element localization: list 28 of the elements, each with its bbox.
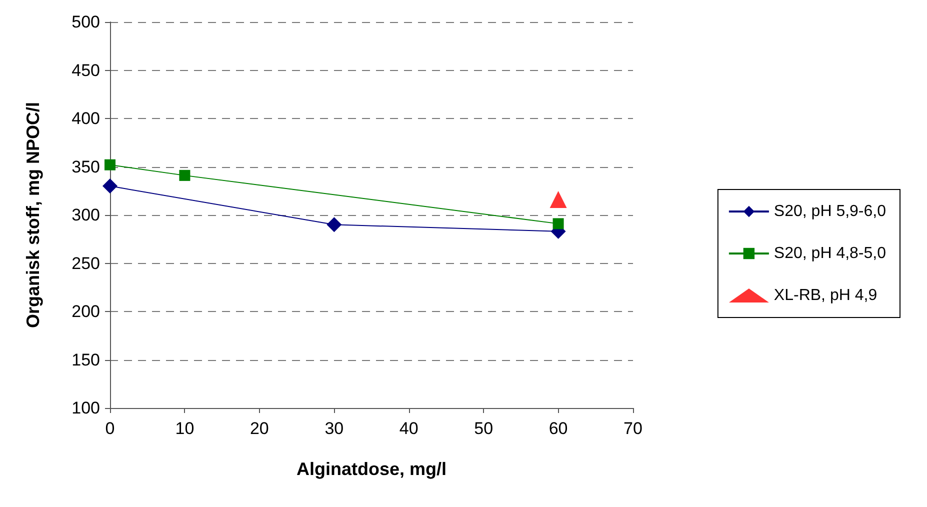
point bbox=[179, 170, 190, 181]
point bbox=[552, 218, 564, 230]
y-tick-label: 400 bbox=[72, 109, 100, 128]
y-tick-label: 150 bbox=[72, 350, 100, 370]
y-tick-label: 200 bbox=[72, 302, 100, 321]
x-tick-label: 70 bbox=[624, 419, 642, 438]
y-axis-title: Organisk stoff, mg NPOC/l bbox=[23, 102, 43, 328]
x-tick-label: 40 bbox=[399, 419, 418, 438]
x-axis-title: Alginatdose, mg/l bbox=[296, 459, 447, 479]
y-tick-label: 250 bbox=[72, 254, 100, 273]
legend-label: XL-RB, pH 4,9 bbox=[774, 287, 878, 304]
y-tick-label: 350 bbox=[72, 157, 100, 176]
y-tick-label: 100 bbox=[72, 398, 100, 418]
y-tick-label: 500 bbox=[72, 12, 100, 32]
x-tick-label: 10 bbox=[175, 419, 194, 438]
y-tick-label: 450 bbox=[72, 60, 100, 80]
x-tick-label: 60 bbox=[548, 419, 568, 438]
point bbox=[104, 159, 116, 170]
x-tick-label: 50 bbox=[474, 419, 494, 438]
y-tick-label: 300 bbox=[72, 206, 100, 224]
x-tick-label: 30 bbox=[324, 419, 344, 438]
x-tick-label: 20 bbox=[250, 419, 269, 438]
point bbox=[550, 191, 567, 208]
legend-label: S20, pH 5,9-6,0 bbox=[774, 203, 886, 220]
point bbox=[102, 178, 118, 194]
legend-label: S20, pH 4,8-5,0 bbox=[774, 245, 886, 262]
x-tick-label: 0 bbox=[105, 419, 115, 438]
point bbox=[326, 217, 342, 232]
